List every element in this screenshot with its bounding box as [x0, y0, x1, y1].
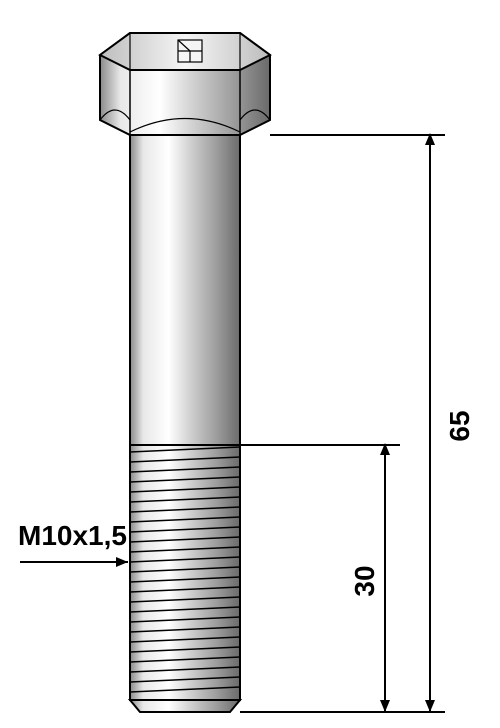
bolt-diagram	[0, 0, 500, 728]
thread-spec-label: M10x1,5	[18, 520, 127, 552]
bolt-shank	[130, 135, 240, 445]
bolt-thread	[130, 445, 240, 712]
total-length-value: 65	[444, 406, 476, 446]
bolt-head	[100, 33, 270, 135]
head-marking-icon	[178, 40, 202, 62]
dimension-total-length	[240, 135, 445, 712]
technical-drawing: M10x1,5 65 30	[0, 0, 500, 728]
thread-length-value: 30	[349, 561, 381, 601]
